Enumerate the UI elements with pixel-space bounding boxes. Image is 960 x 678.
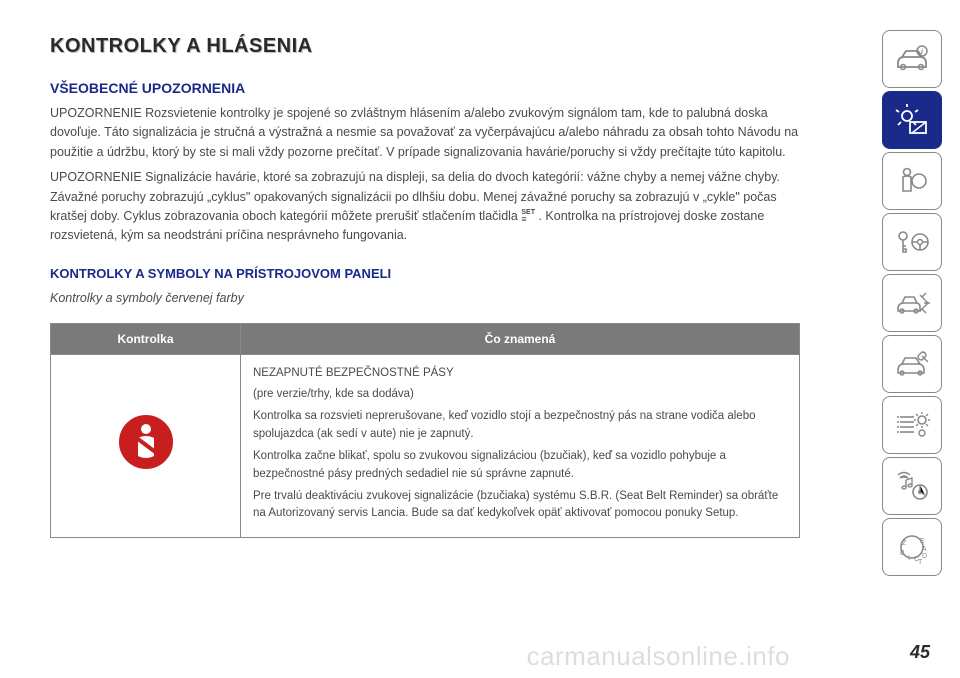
sidebar-tab-car-service[interactable] [882,335,942,393]
sidebar-tab-media-nav[interactable] [882,457,942,515]
page-title: KONTROLKY A HLÁSENIA [50,35,800,58]
cell-p2: Kontrolka začne blikať, spolu so zvukovo… [253,448,787,484]
seatbelt-icon [118,414,174,477]
sidebar-tab-car-crash[interactable] [882,274,942,332]
body-para-2: UPOZORNENIE Signalizácie havárie, ktoré … [50,168,800,246]
airbag-icon [892,161,932,201]
sidebar-tab-airbag[interactable] [882,152,942,210]
key-wheel-icon [892,222,932,262]
svg-text:B: B [900,550,905,557]
italic-note-red: Kontrolky a symboly červenej farby [50,291,800,305]
warning-light-icon [892,100,932,140]
svg-text:T: T [918,559,923,566]
sidebar-tab-settings-list[interactable] [882,396,942,454]
car-crash-icon [892,283,932,323]
settings-list-icon [892,405,932,445]
car-info-icon: i [892,39,932,79]
body-para-1: UPOZORNENIE Rozsvietenie kontrolky je sp… [50,104,800,162]
sidebar-tab-key-wheel[interactable] [882,213,942,271]
watermark: carmanualsonline.info [527,641,790,672]
sidebar-tab-car-info[interactable]: i [882,30,942,88]
cell-sub: (pre verzie/trhy, kde sa dodáva) [253,386,787,404]
media-nav-icon [892,466,932,506]
svg-text:D: D [922,553,927,560]
page-number: 45 [910,642,930,663]
subheading-general: VŠEOBECNÉ UPOZORNENIA [50,80,800,96]
cell-p1: Kontrolka sa rozsvieti neprerušovane, ke… [253,408,787,444]
table-desc-cell: NEZAPNUTÉ BEZPEČNOSTNÉ PÁSY (pre verzie/… [241,354,800,538]
sidebar-tab-warning-light[interactable] [882,91,942,149]
warning-table: Kontrolka Čo znamená [50,323,800,539]
glossary-icon: Z E B A I C D T [892,527,932,567]
subheading-symbols: KONTROLKY A SYMBOLY NA PRÍSTROJOVOM PANE… [50,266,800,281]
svg-text:Z: Z [902,540,907,547]
cell-title: NEZAPNUTÉ BEZPEČNOSTNÉ PÁSY [253,365,787,383]
car-service-icon [892,344,932,384]
table-row: NEZAPNUTÉ BEZPEČNOSTNÉ PÁSY (pre verzie/… [51,354,800,538]
table-icon-cell [51,354,241,538]
cell-p3: Pre trvalú deaktiváciu zvukovej signaliz… [253,488,787,524]
svg-text:E: E [920,538,925,545]
sidebar: i [882,30,942,576]
table-header-left: Kontrolka [51,323,241,354]
set-button-icon: SET≡ [521,209,535,224]
sidebar-tab-glossary[interactable]: Z E B A I C D T [882,518,942,576]
table-header-right: Čo znamená [241,323,800,354]
svg-text:A: A [922,546,927,553]
svg-text:I: I [908,555,910,562]
